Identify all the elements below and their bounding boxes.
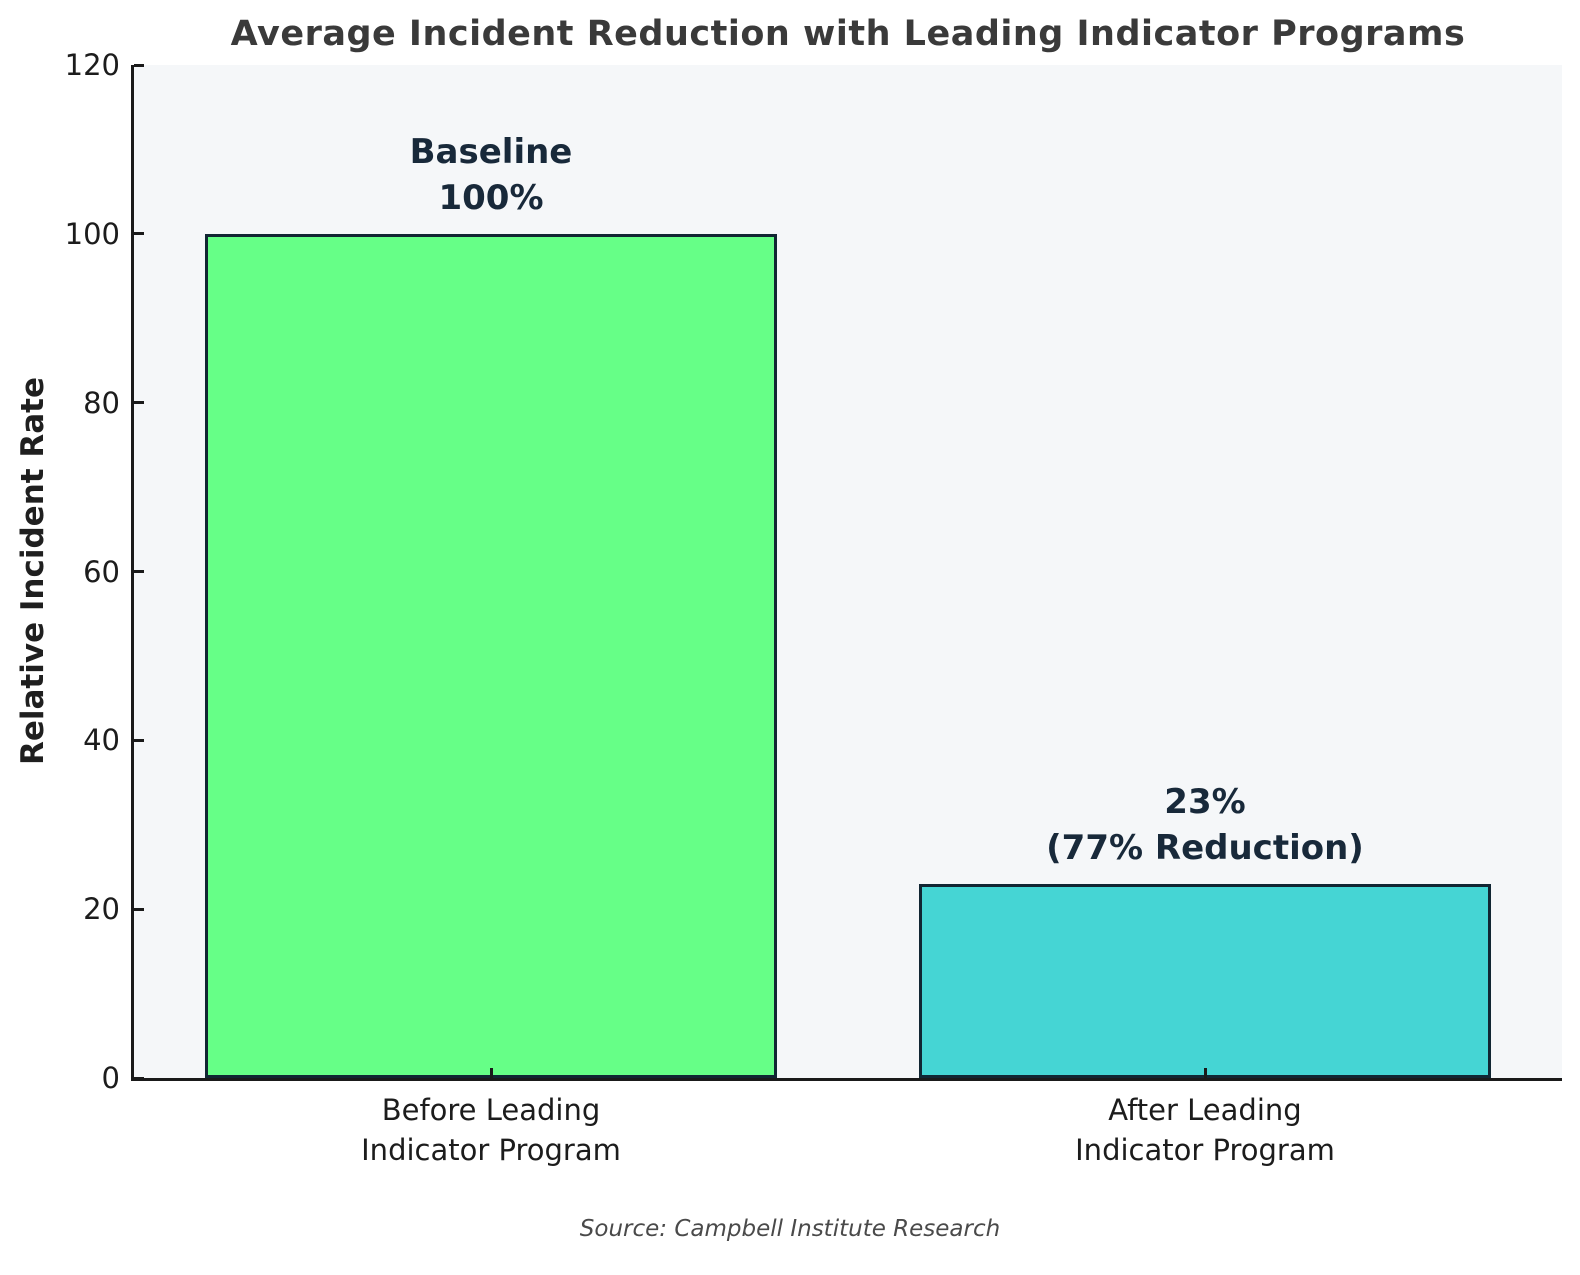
bar-after (919, 883, 1491, 1078)
x-tick-label: Before Leading Indicator Program (361, 1093, 621, 1168)
y-tick-mark (134, 570, 144, 573)
y-tick-label: 120 (64, 48, 120, 82)
plot-area (131, 65, 1562, 1081)
y-tick-mark (134, 738, 144, 742)
y-tick-mark (134, 1076, 144, 1080)
bar-before (205, 233, 777, 1078)
y-tick-label: 60 (83, 554, 120, 589)
y-tick-mark (134, 401, 144, 405)
y-tick-label: 100 (64, 216, 120, 251)
x-tick-mark (489, 1068, 493, 1078)
x-tick-label: After Leading Indicator Program (1075, 1093, 1335, 1168)
y-tick-label: 80 (83, 385, 120, 420)
bar-annotation: Baseline 100% (409, 132, 573, 218)
y-tick-mark (134, 232, 144, 236)
chart-title: Average Incident Reduction with Leading … (230, 14, 1466, 54)
y-tick-label: 20 (83, 892, 120, 927)
bar-annotation: 23% (77% Reduction) (1046, 782, 1364, 868)
y-tick-label: 0 (101, 1061, 120, 1095)
y-tick-mark (134, 63, 144, 67)
y-tick-label: 40 (83, 723, 120, 758)
y-tick-mark (134, 907, 144, 911)
x-tick-mark (1203, 1068, 1207, 1078)
source-note: Source: Campbell Institute Research (579, 1216, 1001, 1242)
